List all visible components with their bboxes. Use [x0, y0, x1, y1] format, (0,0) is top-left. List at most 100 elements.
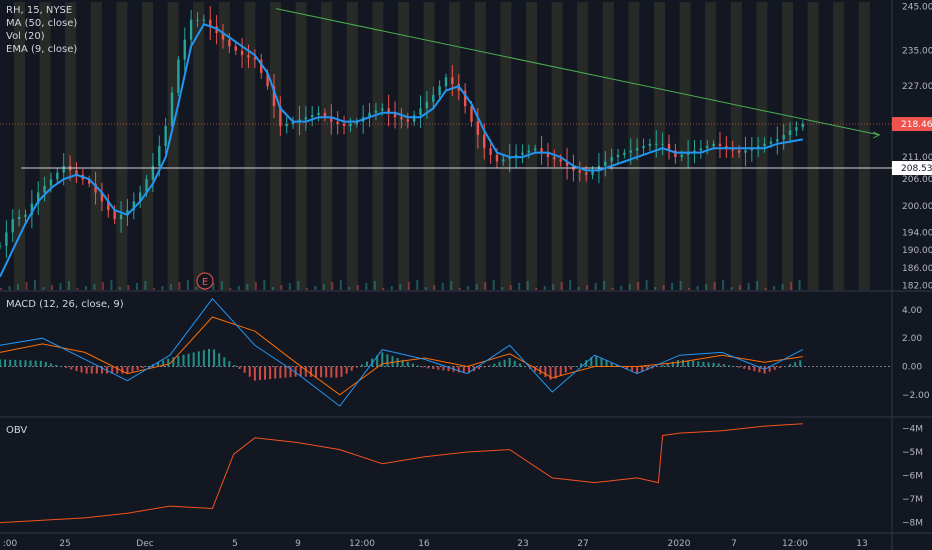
volume-bar	[84, 286, 87, 290]
volume-bar	[161, 286, 164, 290]
session-band	[14, 2, 25, 290]
macd-histogram-bar	[462, 366, 465, 374]
candle-body	[795, 127, 798, 131]
candle-body	[279, 106, 282, 127]
macd-histogram-bar	[437, 366, 440, 370]
session-band	[193, 2, 205, 290]
candle-body	[209, 19, 212, 27]
volume-bar	[492, 280, 495, 290]
macd-histogram-bar	[345, 366, 348, 374]
candle-body	[107, 201, 110, 211]
obv-tick-label: −6M	[902, 472, 923, 482]
macd-histogram-bar	[401, 359, 404, 367]
candle-body	[221, 33, 225, 40]
candle-body	[247, 55, 250, 58]
volume-bar	[586, 285, 589, 290]
session-band	[218, 2, 230, 290]
macd-histogram-bar	[391, 356, 394, 367]
price-panel: E	[0, 6, 892, 290]
volume-bar	[696, 286, 699, 290]
candle-body	[113, 210, 116, 220]
macd-histogram-bar	[758, 366, 761, 373]
macd-tick-label: 4.00	[902, 306, 922, 316]
obv-tick-label: −8M	[902, 519, 923, 529]
session-band	[730, 2, 742, 290]
session-band	[295, 2, 307, 290]
macd-histogram-bar	[49, 363, 52, 367]
trendline-arrow	[873, 131, 881, 139]
candle-body	[145, 179, 148, 193]
volume-bar	[756, 281, 759, 290]
macd-line	[0, 297, 804, 407]
volume-bar	[713, 282, 716, 290]
price-tick-label: 211.00	[902, 153, 932, 163]
candle-body	[196, 19, 199, 21]
obv-tick-label: −5M	[902, 448, 923, 458]
macd-histogram-bar	[676, 360, 679, 367]
macd-histogram-bar	[248, 366, 251, 377]
time-tick-label: 12:00	[782, 539, 808, 549]
volume-bar	[50, 285, 53, 290]
volume-bar	[679, 281, 682, 290]
session-band	[577, 2, 589, 290]
macd-histogram-bar	[508, 358, 511, 367]
macd-histogram-bar	[274, 366, 277, 379]
macd-histogram-bar	[309, 366, 312, 377]
macd-histogram-bar	[386, 354, 389, 367]
macd-tick-label: 0.00	[902, 363, 922, 373]
candle-body	[272, 86, 276, 107]
obv-line	[0, 423, 803, 524]
volume-bar	[526, 281, 529, 290]
macd-histogram-bar	[646, 366, 649, 371]
macd-histogram-bar	[569, 366, 572, 370]
macd-histogram-bar	[615, 364, 618, 367]
last-price-tag-bg	[892, 117, 932, 132]
candle-body	[432, 95, 435, 102]
candle-body	[119, 214, 123, 220]
time-tick-label: 16	[418, 539, 430, 549]
volume-bar	[314, 286, 317, 290]
candle-body	[355, 121, 358, 124]
price-legend: RH, 15, NYSE MA (50, close) Vol (20) EMA…	[6, 4, 77, 56]
session-bands	[14, 2, 870, 290]
macd-histogram-bar	[432, 366, 435, 370]
volume-bar	[645, 280, 648, 290]
candle-body	[489, 148, 492, 155]
obv-legend-label: OBV	[6, 425, 28, 436]
macd-histogram-bar	[330, 366, 333, 378]
macd-histogram-bar	[34, 360, 37, 367]
macd-histogram-bar	[167, 358, 170, 367]
candle-body	[788, 130, 792, 135]
volume-bar	[722, 280, 725, 290]
obv-tick-label: −7M	[902, 495, 923, 505]
volume-bar	[781, 284, 784, 290]
candle-body	[374, 110, 378, 113]
macd-histogram-bar	[187, 353, 190, 367]
candle-body	[674, 150, 677, 158]
volume-bar	[305, 288, 308, 290]
macd-histogram-bar	[671, 361, 674, 367]
session-band	[526, 2, 537, 290]
volume-bar	[416, 280, 419, 290]
candle-body	[463, 90, 467, 107]
macd-histogram-bar	[712, 362, 715, 367]
candle-body	[514, 154, 518, 158]
candle-body	[311, 114, 314, 118]
volume-bar	[620, 286, 623, 290]
price-tick-label: 194.00	[902, 228, 932, 238]
axes: 245.00 235.00 227.00 211.00 206.00 200.00 194.…	[3, 2, 932, 549]
time-tick-label: 5	[232, 539, 238, 549]
macd-histogram-bar	[340, 366, 343, 377]
volume-bar	[8, 286, 11, 290]
candle-body	[655, 143, 658, 145]
session-band	[116, 2, 128, 290]
volume-bar	[263, 280, 266, 290]
volume-bar	[212, 283, 215, 290]
session-band	[65, 2, 77, 290]
macd-histogram-bar	[325, 366, 328, 378]
macd-histogram-bar	[753, 366, 756, 372]
macd-histogram-bar	[539, 366, 542, 375]
macd-histogram-bar	[580, 363, 583, 367]
volume-bar	[348, 287, 351, 290]
